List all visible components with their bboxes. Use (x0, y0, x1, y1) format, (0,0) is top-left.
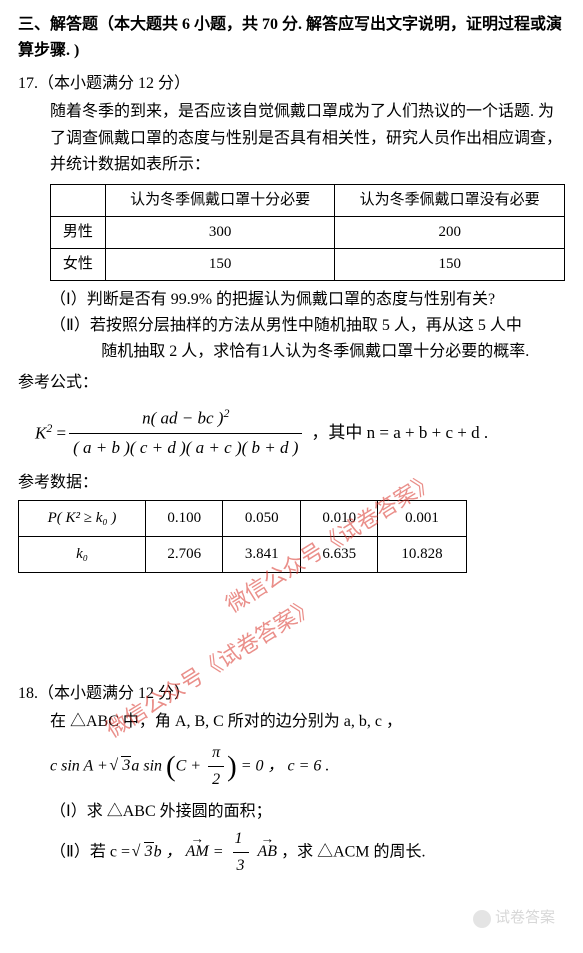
table-row: k₀ 2.706 3.841 6.635 10.828 (19, 537, 467, 573)
q17-part2-text-a: （Ⅱ）若按照分层抽样的方法从男性中随机抽取 5 人，再从这 5 人中 (50, 313, 565, 339)
q18-ii-fn: 1 (231, 826, 247, 852)
q17-table1: 认为冬季佩戴口罩十分必要 认为冬季佩戴口罩没有必要 男性 300 200 女性 … (50, 184, 565, 280)
t1-h2: 认为冬季佩戴口罩没有必要 (335, 185, 565, 217)
spacer (18, 579, 565, 675)
t2-r0c1: 0.100 (146, 501, 223, 537)
q18-head: 18.（本小题满分 12 分） (18, 681, 565, 707)
t2-r1c1: 2.706 (146, 537, 223, 573)
q17-part2-cont: 随机抽取 2 人，求恰有1人认为冬季佩戴口罩十分必要的概率. (18, 339, 565, 365)
q18-ii-sqrt: 3 (144, 842, 154, 860)
q18-body: 在 △ABC 中，角 A, B, C 所对的边分别为 a, b, c ， c s… (18, 709, 565, 793)
t2-r1c2: 3.841 (223, 537, 300, 573)
q18-line2: c sin A + 3a sin (C + π2) = 0 ， c = 6 . (50, 740, 565, 794)
k2-K: K (35, 423, 46, 442)
table-row: 女性 150 150 (51, 248, 565, 280)
q18-ii-b: b ， (154, 843, 182, 860)
t2-r1c0: k₀ (19, 537, 146, 573)
section-heading: 三、解答题（本大题共 6 小题，共 70 分. 解答应写出文字说明，证明过程或演… (18, 12, 565, 65)
q18-line1: 在 △ABC 中，角 A, B, C 所对的边分别为 a, b, c ， (50, 709, 565, 735)
q18-part1: （Ⅰ）求 △ABC 外接圆的面积； (18, 799, 565, 825)
watermark-footer-text: 试卷答案 (495, 910, 555, 926)
q18-ii-fd: 3 (233, 852, 249, 879)
table-row: P( K² ≥ k₀ ) 0.100 0.050 0.010 0.001 (19, 501, 467, 537)
q17-part2: （Ⅱ）若按照分层抽样的方法从男性中随机抽取 5 人，再从这 5 人中 (18, 313, 565, 339)
q18-ii-eq: = (209, 843, 228, 860)
k2-context: ，其中 n = a + b + c + d . (311, 419, 488, 447)
q17-part1-text: （Ⅰ）判断是否有 99.9% 的把握认为佩戴口罩的态度与性别有关? (50, 287, 565, 313)
k2-num-txt: n( ad − bc ) (142, 409, 223, 428)
q18-line1-text: 在 △ABC 中，角 A, B, C 所对的边分别为 a, b, c ， (50, 713, 402, 730)
sqrt-icon-2: 3 (134, 839, 154, 865)
t2-r1c4: 10.828 (378, 537, 466, 573)
t2-r0c4: 0.001 (378, 501, 466, 537)
q18-l2-inner: C + π2 (176, 740, 227, 794)
q18-l2-sqrt: 3 (121, 756, 131, 774)
q17-part1: （Ⅰ）判断是否有 99.9% 的把握认为佩戴口罩的态度与性别有关? (18, 287, 565, 313)
q18-ii-a: （Ⅱ）若 c = (50, 843, 134, 860)
t1-r0c1: 300 (105, 217, 335, 249)
q18-part2: （Ⅱ）若 c = 3b ， AM = 13 AB ，求 △ACM 的周长. (18, 826, 565, 880)
q18-ii-vec2: AB (258, 843, 278, 860)
q17-part2-text-b: 随机抽取 2 人，求恰有1人认为冬季佩戴口罩十分必要的概率. (101, 339, 565, 365)
sqrt-icon: 3 (112, 753, 132, 779)
q18-ii-frac: 13 (231, 826, 251, 880)
t1-r1c1: 150 (105, 248, 335, 280)
watermark-footer: 试卷答案 (473, 906, 555, 931)
k2-num: n( ad − bc )2 (138, 404, 233, 433)
q18-l2-pre: c sin A + (50, 757, 112, 774)
wechat-icon (473, 910, 491, 928)
section-heading-text: 三、解答题（本大题共 6 小题，共 70 分. 解答应写出文字说明，证明过程或演… (18, 16, 562, 59)
t1-r1c2: 150 (335, 248, 565, 280)
t1-r1c0: 女性 (51, 248, 106, 280)
ref-data-label: 参考数据： (18, 470, 565, 496)
q17-table2: P( K² ≥ k₀ ) 0.100 0.050 0.010 0.001 k₀ … (18, 500, 467, 573)
q17-head: 17.（本小题满分 12 分） (18, 71, 565, 97)
k2-sup: 2 (46, 421, 52, 435)
q18-ii-vec1: AM (186, 843, 209, 860)
q18-l2-mid: a sin (131, 757, 162, 774)
q18-l2-pi: π (208, 740, 224, 766)
vector-am: AM (186, 839, 209, 865)
q18-l2-2: 2 (208, 766, 224, 793)
t2-r1c3: 6.635 (300, 537, 377, 573)
vector-ab: AB (258, 839, 278, 865)
q18-part2-text: （Ⅱ）若 c = 3b ， AM = 13 AB ，求 △ACM 的周长. (50, 826, 565, 880)
t1-h0 (51, 185, 106, 217)
q17-intro: 随着冬季的到来，是否应该自觉佩戴口罩成为了人们热议的一个话题. 为了调查佩戴口罩… (50, 99, 565, 178)
t1-h1: 认为冬季佩戴口罩十分必要 (105, 185, 335, 217)
t1-r0c0: 男性 (51, 217, 106, 249)
k2-lhs: K2 = (35, 419, 66, 448)
k2-formula: K2 = n( ad − bc )2 ( a + b )( c + d )( a… (35, 404, 565, 462)
t1-r0c2: 200 (335, 217, 565, 249)
table-row: 男性 300 200 (51, 217, 565, 249)
t2-r0c3: 0.010 (300, 501, 377, 537)
t2-r0c0: P( K² ≥ k₀ ) (19, 501, 146, 537)
k2-frac: n( ad − bc )2 ( a + b )( c + d )( a + c … (69, 404, 302, 462)
k2-den: ( a + b )( c + d )( a + c )( b + d ) (69, 433, 302, 462)
q18-ii-c: ，求 △ACM 的周长. (277, 843, 425, 860)
q18-l2-post: = 0 ， c = 6 . (241, 757, 330, 774)
t2-r0c2: 0.050 (223, 501, 300, 537)
q18-part1-text: （Ⅰ）求 △ABC 外接圆的面积； (50, 799, 565, 825)
ref-formula-label: 参考公式： (18, 370, 565, 396)
q17-body: 随着冬季的到来，是否应该自觉佩戴口罩成为了人们热议的一个话题. 为了调查佩戴口罩… (18, 99, 565, 178)
k2-num-sup: 2 (223, 406, 229, 420)
